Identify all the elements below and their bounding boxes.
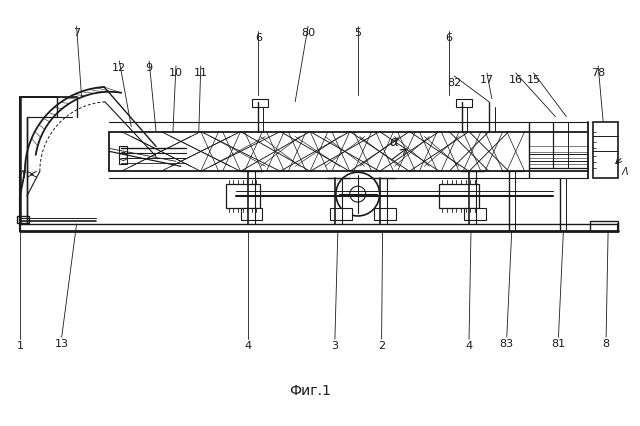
Text: 80: 80 bbox=[301, 28, 315, 38]
Bar bbox=[590, 222, 618, 231]
Text: 1: 1 bbox=[17, 340, 24, 350]
Bar bbox=[226, 185, 260, 209]
Bar bbox=[374, 209, 396, 220]
Text: 2: 2 bbox=[378, 340, 385, 350]
Bar bbox=[593, 122, 618, 179]
Text: 4: 4 bbox=[465, 340, 472, 350]
Circle shape bbox=[336, 173, 380, 216]
Text: 9: 9 bbox=[145, 63, 153, 73]
Text: Ʌ: Ʌ bbox=[19, 170, 25, 180]
Bar bbox=[330, 209, 352, 220]
Text: 83: 83 bbox=[500, 338, 514, 348]
Text: 10: 10 bbox=[169, 68, 183, 78]
Text: 3: 3 bbox=[332, 340, 339, 350]
Text: 15: 15 bbox=[527, 75, 541, 85]
Text: 17: 17 bbox=[480, 75, 494, 85]
Bar bbox=[439, 185, 479, 209]
Bar bbox=[119, 147, 127, 165]
Text: 7: 7 bbox=[73, 28, 80, 38]
Text: 82: 82 bbox=[447, 78, 461, 88]
Text: 78: 78 bbox=[591, 68, 605, 78]
Bar bbox=[252, 100, 268, 107]
Text: 6: 6 bbox=[445, 33, 452, 43]
Text: Фиг.1: Фиг.1 bbox=[289, 383, 331, 397]
Bar bbox=[456, 100, 472, 107]
Text: 11: 11 bbox=[194, 68, 208, 78]
Bar bbox=[464, 209, 486, 220]
Text: 5: 5 bbox=[355, 28, 361, 38]
Text: 8: 8 bbox=[603, 338, 610, 348]
Text: $\alpha$: $\alpha$ bbox=[389, 135, 400, 149]
Text: 16: 16 bbox=[509, 75, 523, 85]
Text: 6: 6 bbox=[255, 33, 262, 43]
Text: 4: 4 bbox=[245, 340, 252, 350]
Text: Ʌ: Ʌ bbox=[621, 167, 628, 177]
Text: 12: 12 bbox=[112, 63, 126, 73]
Bar bbox=[17, 216, 29, 223]
Circle shape bbox=[119, 153, 127, 161]
Text: 81: 81 bbox=[552, 338, 566, 348]
Text: 13: 13 bbox=[54, 338, 68, 348]
Bar bbox=[241, 209, 262, 220]
